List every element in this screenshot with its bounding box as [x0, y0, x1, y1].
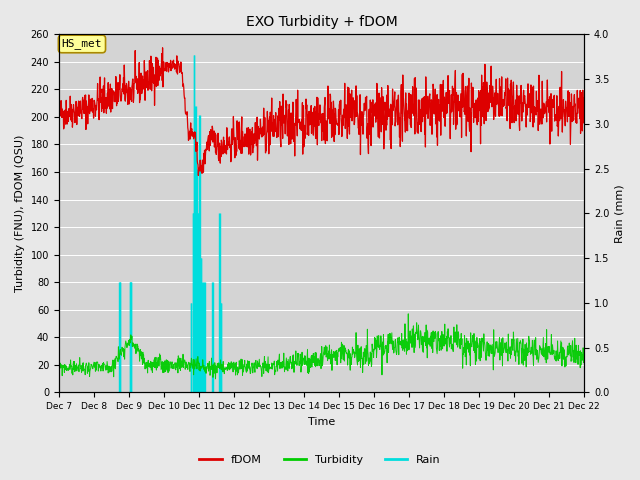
Legend: fDOM, Turbidity, Rain: fDOM, Turbidity, Rain	[195, 451, 445, 469]
Title: EXO Turbidity + fDOM: EXO Turbidity + fDOM	[246, 15, 397, 29]
Y-axis label: Turbidity (FNU), fDOM (QSU): Turbidity (FNU), fDOM (QSU)	[15, 135, 25, 292]
Text: HS_met: HS_met	[61, 38, 102, 49]
Y-axis label: Rain (mm): Rain (mm)	[615, 184, 625, 243]
X-axis label: Time: Time	[308, 417, 335, 427]
